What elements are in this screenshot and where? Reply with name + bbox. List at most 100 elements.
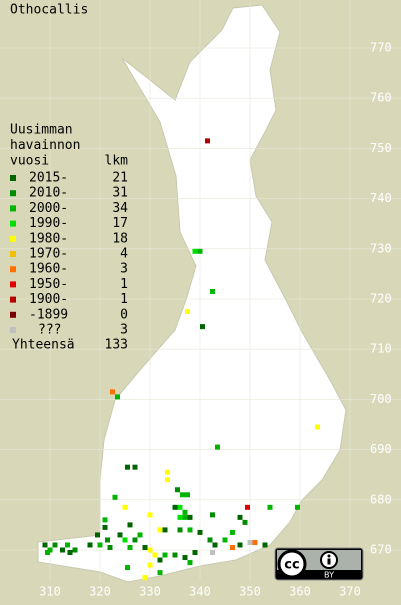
observation-square	[242, 519, 248, 525]
observations	[42, 138, 320, 581]
y-tick-label: 670	[370, 543, 392, 557]
legend-swatch	[10, 235, 16, 242]
legend-label: 2000-	[29, 201, 68, 216]
observation-square	[137, 532, 143, 538]
legend-label: 1990-	[29, 216, 68, 231]
legend-swatch	[10, 266, 16, 273]
observation-square	[147, 547, 153, 553]
legend-count: 3	[120, 262, 128, 277]
observation-square	[187, 527, 193, 533]
x-tick-label: 350	[239, 585, 261, 599]
y-tick-label: 680	[370, 492, 392, 506]
by-label: BY	[324, 571, 334, 580]
observation-square	[177, 514, 183, 520]
observation-square	[237, 542, 243, 548]
observation-square	[197, 248, 203, 254]
x-tick-label: 370	[339, 585, 361, 599]
y-tick-label: 690	[370, 442, 392, 456]
observation-square	[185, 492, 190, 498]
observation-square	[207, 537, 213, 543]
observation-square	[107, 544, 113, 550]
legend-swatch	[10, 205, 16, 212]
observation-square	[102, 517, 108, 523]
observation-square	[177, 527, 183, 533]
legend-swatch	[10, 311, 16, 318]
observation-square	[132, 464, 138, 470]
y-tick-label: 730	[370, 241, 392, 255]
observation-square	[162, 552, 168, 558]
observation-square	[87, 542, 93, 548]
legend-title: havainnon	[10, 138, 80, 153]
observation-square	[175, 487, 180, 493]
observation-square	[95, 532, 100, 538]
observation-square	[247, 539, 253, 545]
observation-square	[172, 552, 178, 558]
legend-count: 3	[120, 323, 128, 338]
legend-swatch	[10, 175, 16, 181]
legend-count: 1	[120, 292, 128, 307]
observation-square	[197, 529, 203, 535]
observation-square	[210, 288, 215, 294]
observation-square	[142, 544, 148, 550]
legend-swatch	[10, 281, 16, 288]
map-title: Othocallis	[10, 3, 88, 18]
observation-square	[72, 547, 78, 553]
observation-square	[125, 565, 130, 571]
observation-square	[182, 555, 188, 561]
observation-square	[47, 547, 53, 553]
legend-label: -1899	[29, 307, 68, 322]
observation-square	[212, 542, 218, 548]
observation-square	[65, 542, 70, 548]
x-tick-label: 320	[89, 585, 111, 599]
legend-label: 1950-	[29, 277, 68, 292]
observation-square	[147, 562, 153, 568]
y-tick-label: 760	[370, 91, 392, 105]
legend-swatch	[10, 251, 16, 257]
y-tick-label: 720	[370, 292, 392, 306]
legend-count-header: lkm	[105, 154, 129, 169]
legend-title: Uusimman	[10, 123, 73, 138]
legend-label: ???	[38, 323, 61, 338]
legend-count: 4	[120, 247, 128, 262]
legend-count: 1	[120, 277, 128, 292]
legend-swatch	[10, 327, 16, 333]
observation-square	[262, 542, 268, 548]
observation-square	[177, 504, 183, 510]
observation-square	[127, 544, 133, 550]
legend-label: 1980-	[29, 231, 68, 246]
observation-square	[267, 504, 273, 510]
observation-square	[60, 547, 65, 553]
observation-square	[210, 550, 215, 556]
observation-square	[205, 138, 210, 144]
observation-square	[52, 542, 58, 548]
legend-count: 17	[112, 216, 128, 231]
legend-label: 1970-	[29, 247, 68, 262]
observation-square	[152, 552, 158, 558]
observation-square	[142, 575, 148, 581]
observation-square	[187, 514, 193, 520]
x-tick-label: 330	[139, 585, 161, 599]
legend-title: vuosi	[10, 154, 49, 169]
observation-square	[162, 527, 168, 533]
observation-square	[102, 524, 108, 530]
y-tick-label: 740	[370, 191, 392, 205]
by-icon-body	[327, 558, 331, 565]
legend-swatch	[10, 220, 16, 227]
observation-square	[187, 560, 193, 566]
observation-square	[185, 309, 190, 315]
license-badge: cc BY	[274, 547, 364, 581]
cc-logo: cc	[284, 558, 299, 573]
observation-square	[172, 504, 178, 510]
observation-square	[230, 529, 235, 535]
observation-square	[127, 522, 133, 528]
observation-square	[122, 537, 128, 543]
legend-count: 31	[112, 186, 128, 201]
observation-square	[42, 542, 48, 548]
observation-square	[165, 469, 170, 475]
observation-square	[165, 477, 170, 483]
observation-square	[252, 539, 258, 545]
legend-count: 0	[120, 307, 128, 322]
